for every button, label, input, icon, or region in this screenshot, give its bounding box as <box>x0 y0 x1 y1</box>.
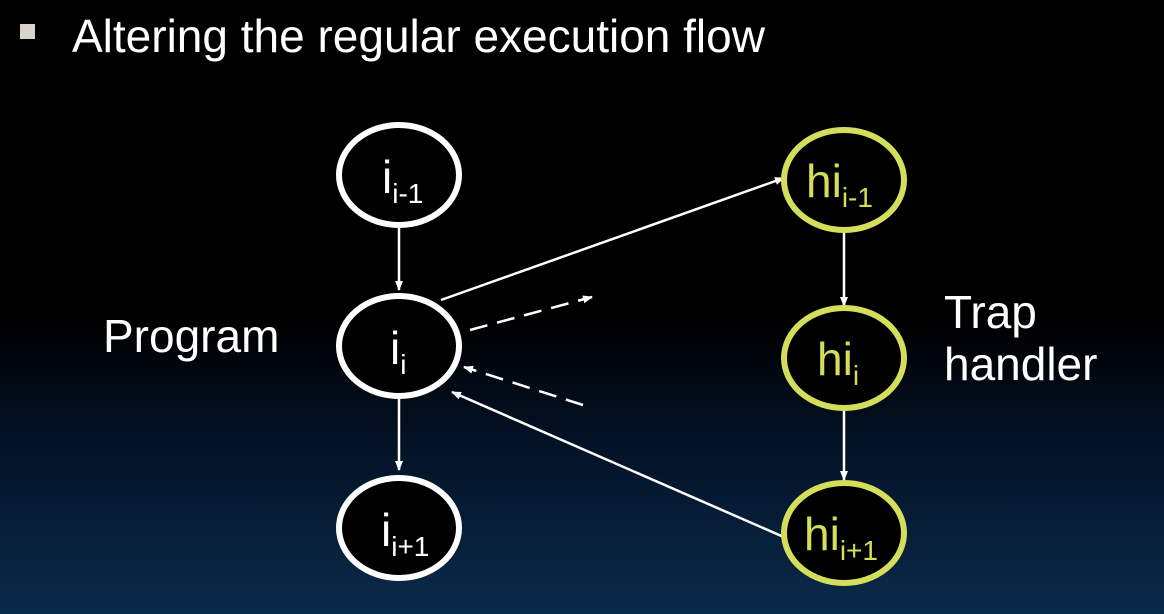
svg-text:hii+1: hii+1 <box>804 508 878 566</box>
trap-label-line2: handler <box>944 338 1098 390</box>
trap-label-line1: Trap <box>944 286 1037 338</box>
slide-title: Altering the regular execution flow <box>72 10 765 62</box>
node-subscript: i-1 <box>392 178 423 209</box>
svg-text:ii-1: ii-1 <box>382 151 423 209</box>
node-base: i <box>382 151 392 203</box>
program-label: Program <box>103 310 280 362</box>
node-base: i <box>390 322 400 374</box>
handler-node-next: hii+1 <box>781 480 907 586</box>
svg-text:ii+1: ii+1 <box>381 504 429 562</box>
trap-handler-label: Trap handler <box>944 286 1097 390</box>
node-subscript: i+1 <box>840 535 878 566</box>
svg-text:hii-1: hii-1 <box>806 155 873 213</box>
node-subscript: i+1 <box>391 531 429 562</box>
arrow-return-to-program <box>451 390 787 540</box>
handler-node-current: hii <box>781 305 907 411</box>
bullet-square-icon <box>20 24 35 39</box>
program-node-current: ii <box>336 293 462 399</box>
handler-node-prev: hii-1 <box>781 127 907 233</box>
node-subscript: i-1 <box>842 182 873 213</box>
node-base: hi <box>806 155 842 207</box>
program-node-prev: ii-1 <box>336 122 462 228</box>
arrow-trap-to-handler <box>440 176 785 302</box>
node-subscript: i <box>400 349 406 380</box>
dashed-arrow-outgoing <box>469 295 593 332</box>
dashed-arrow-incoming <box>463 365 584 407</box>
node-base: i <box>381 504 391 556</box>
node-base: hi <box>804 508 840 560</box>
node-base: hi <box>817 333 853 385</box>
program-node-next: ii+1 <box>336 475 462 581</box>
svg-text:hii: hii <box>817 333 859 391</box>
node-subscript: i <box>853 360 859 391</box>
svg-text:ii: ii <box>390 322 406 380</box>
